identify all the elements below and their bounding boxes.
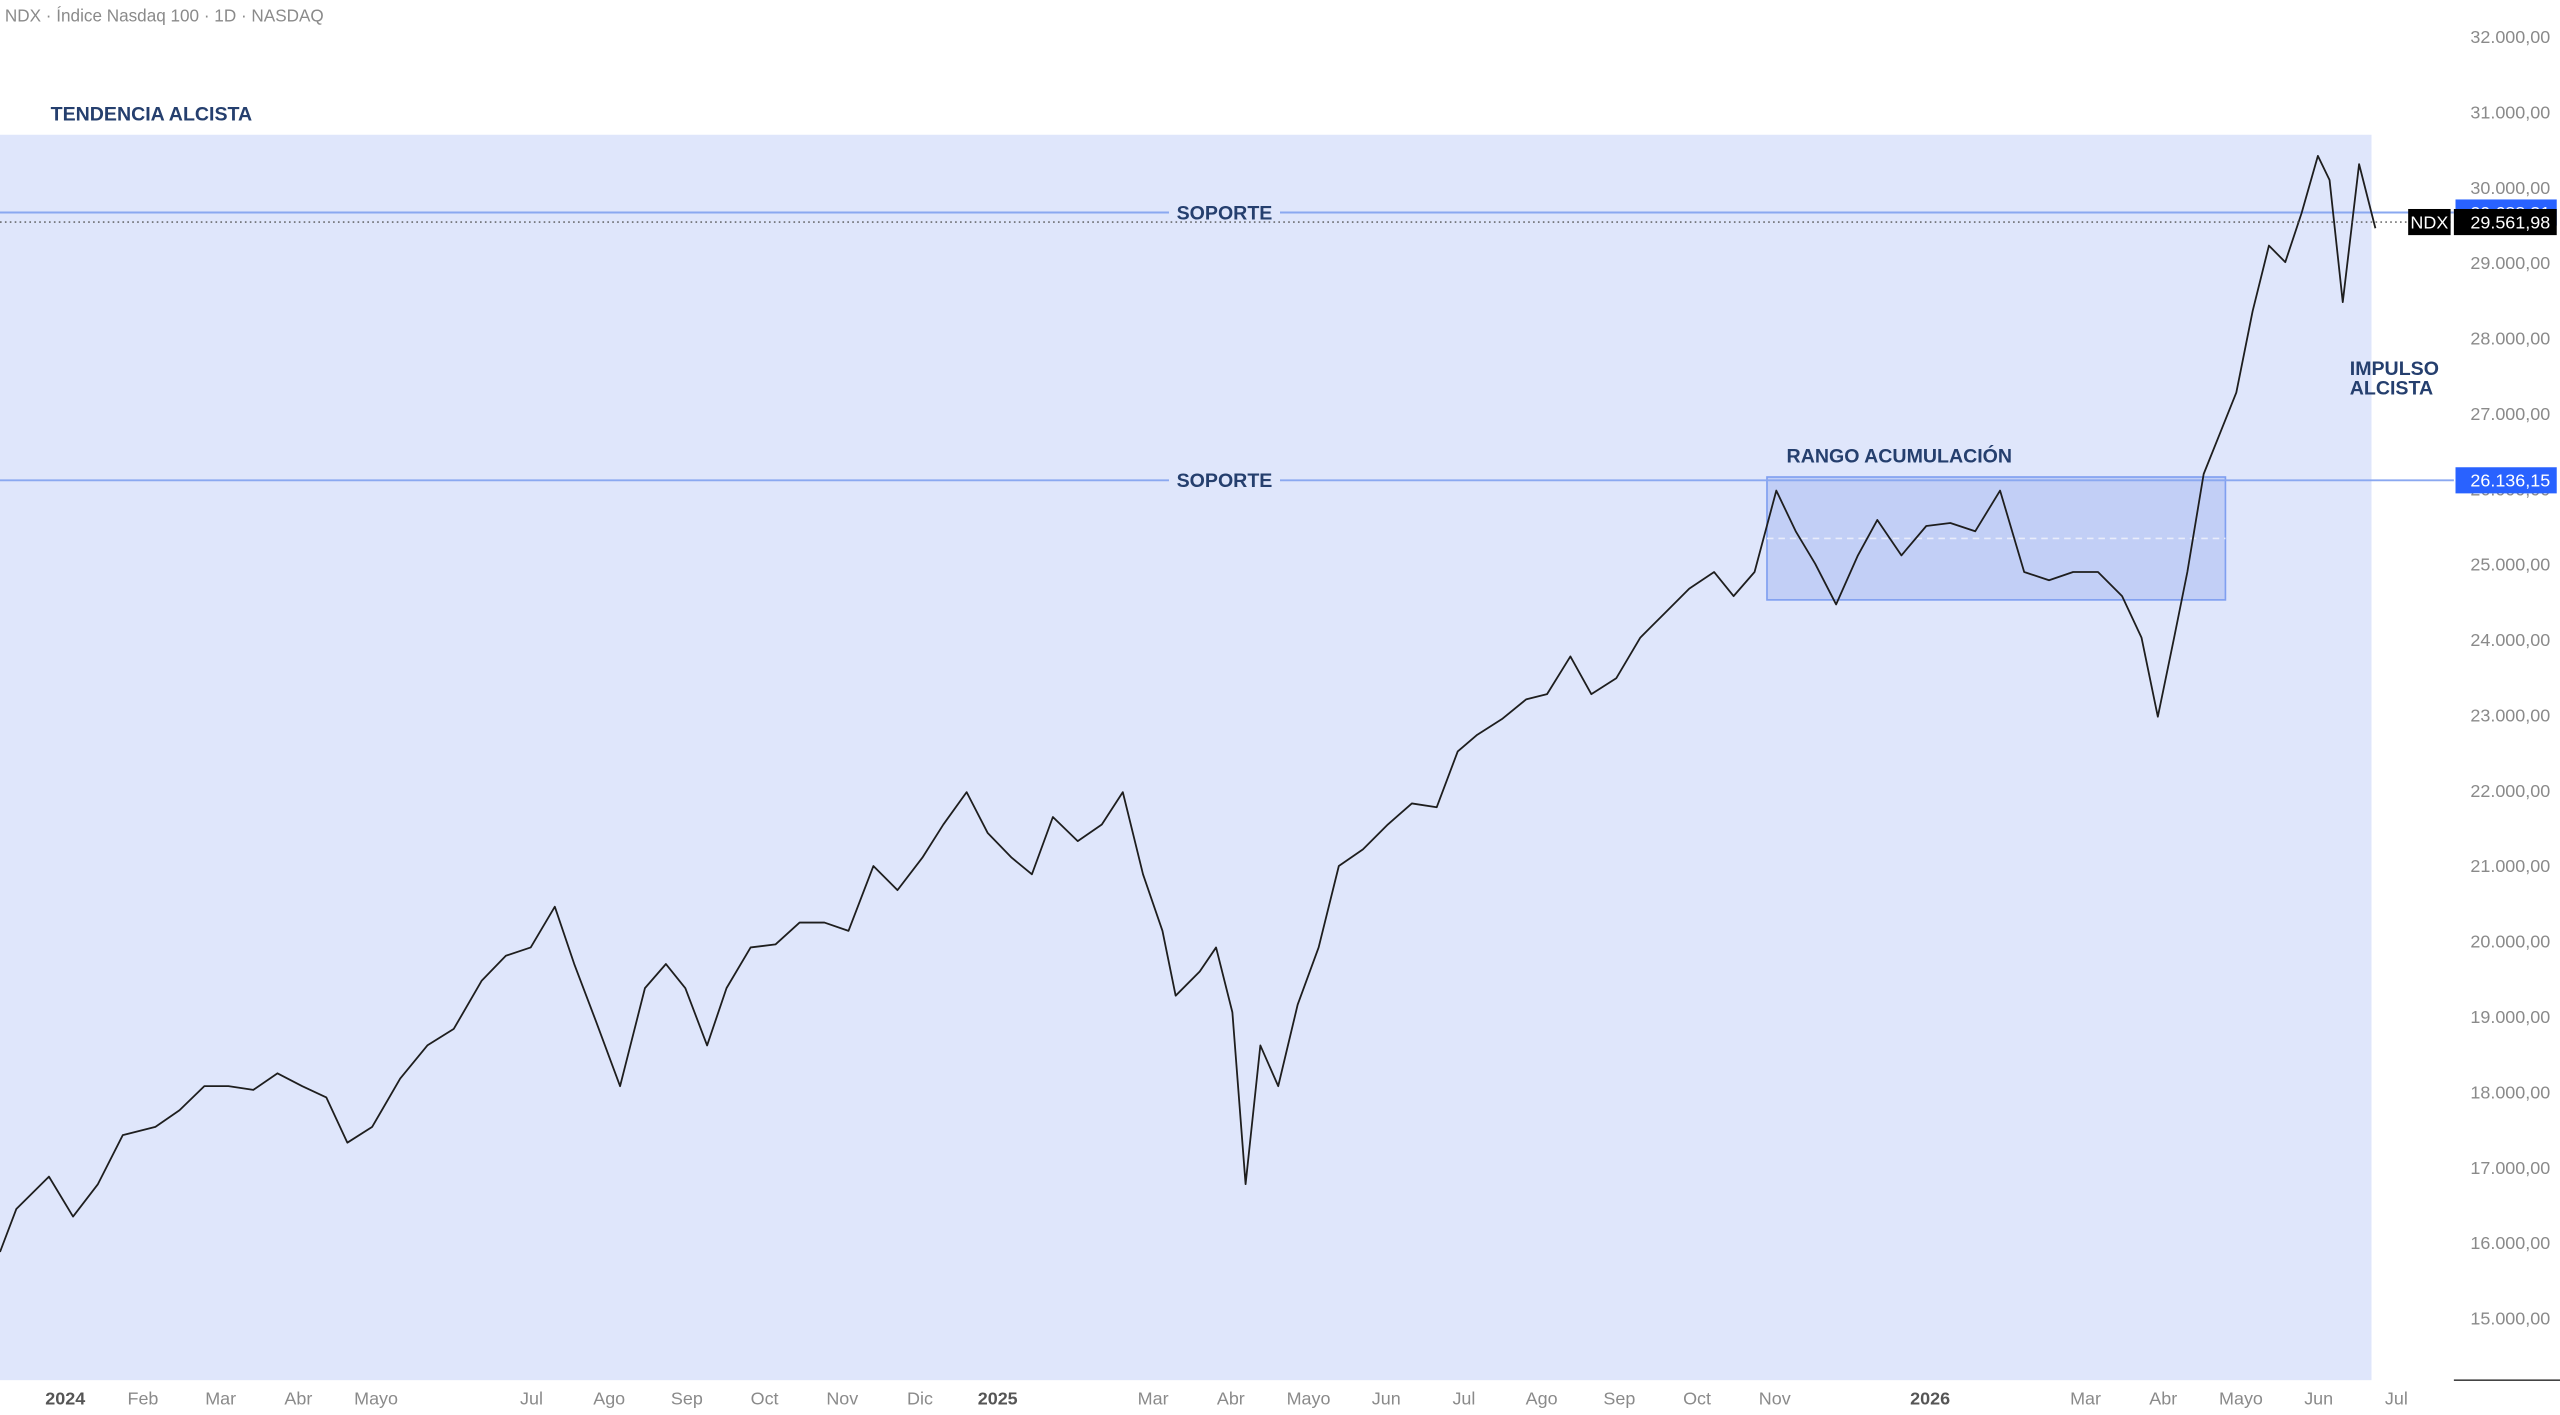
y-tick-label: 21.000,00 — [2470, 856, 2550, 876]
x-tick-label: Oct — [1683, 1388, 1711, 1408]
x-tick-label: Jul — [520, 1388, 543, 1408]
annotation: IMPULSO — [2350, 358, 2439, 380]
x-tick-label: Ago — [1526, 1388, 1558, 1408]
y-tick-label: 18.000,00 — [2470, 1082, 2550, 1102]
y-tick-label: 25.000,00 — [2470, 555, 2550, 575]
x-tick-label: Mar — [2070, 1388, 2101, 1408]
x-tick-label: Abr — [1217, 1388, 1245, 1408]
y-tick-label: 17.000,00 — [2470, 1158, 2550, 1178]
x-tick-label: Oct — [751, 1388, 779, 1408]
y-tick-label: 19.000,00 — [2470, 1007, 2550, 1027]
y-tick-label: 20.000,00 — [2470, 932, 2550, 952]
y-tick-label: 15.000,00 — [2470, 1309, 2550, 1329]
support-label-bg — [1168, 468, 1280, 492]
last-price-tag — [2453, 208, 2557, 236]
y-tick-label: 24.000,00 — [2470, 630, 2550, 650]
x-tick-label: Mar — [1138, 1388, 1169, 1408]
symbol-tag-label: NDX — [2410, 212, 2448, 232]
x-tick-label: Jul — [2385, 1388, 2408, 1408]
chart-title: NDX · Índice Nasdaq 100 · 1D · NASDAQ — [5, 5, 324, 25]
y-tick-label: 23.000,00 — [2470, 705, 2550, 725]
zone-label: TENDENCIA ALCISTA — [51, 103, 253, 125]
x-tick-label: Jul — [1452, 1388, 1475, 1408]
x-tick-label: 2025 — [978, 1388, 1018, 1408]
x-tick-label: Nov — [826, 1388, 858, 1408]
x-tick-label: Mar — [205, 1388, 236, 1408]
price-line — [0, 154, 2377, 1253]
x-tick-label: Jun — [1372, 1388, 1401, 1408]
x-tick-label: Feb — [128, 1388, 159, 1408]
y-tick-label: 29.000,00 — [2470, 253, 2550, 273]
x-tick-label: Jun — [2304, 1388, 2333, 1408]
symbol-tag — [2408, 208, 2451, 236]
x-tick-label: Mayo — [1287, 1388, 1331, 1408]
price-tag-label: 26.136,15 — [2470, 471, 2550, 491]
annotation: ALCISTA — [2350, 378, 2433, 400]
y-tick-label: 22.000,00 — [2470, 781, 2550, 801]
x-tick-label: 2026 — [1910, 1388, 1950, 1408]
support-label: SOPORTE — [1177, 202, 1273, 224]
price-tag — [2455, 467, 2557, 494]
x-tick-label: Dic — [907, 1388, 933, 1408]
zone-label: RANGO ACUMULACIÓN — [1787, 444, 2013, 468]
support-label-bg — [1168, 201, 1280, 224]
x-tick-label: Abr — [284, 1388, 312, 1408]
x-tick-label: Mayo — [354, 1388, 398, 1408]
x-tick-label: Mayo — [2219, 1388, 2263, 1408]
trend-zone — [0, 134, 2372, 1381]
y-tick-label: 16.000,00 — [2470, 1233, 2550, 1253]
x-tick-label: Sep — [1603, 1388, 1635, 1408]
y-tick-label: 30.000,00 — [2470, 178, 2550, 198]
x-tick-label: Nov — [1759, 1388, 1791, 1408]
x-tick-label: Sep — [671, 1388, 703, 1408]
x-tick-label: 2024 — [45, 1388, 85, 1408]
y-tick-label: 28.000,00 — [2470, 329, 2550, 349]
y-tick-label: 27.000,00 — [2470, 404, 2550, 424]
last-price-label: 29.561,98 — [2470, 212, 2550, 232]
x-tick-label: Ago — [593, 1388, 625, 1408]
support-label: SOPORTE — [1177, 470, 1273, 492]
y-tick-label: 32.000,00 — [2470, 27, 2550, 47]
y-tick-label: 31.000,00 — [2470, 102, 2550, 122]
x-tick-label: Abr — [2149, 1388, 2177, 1408]
